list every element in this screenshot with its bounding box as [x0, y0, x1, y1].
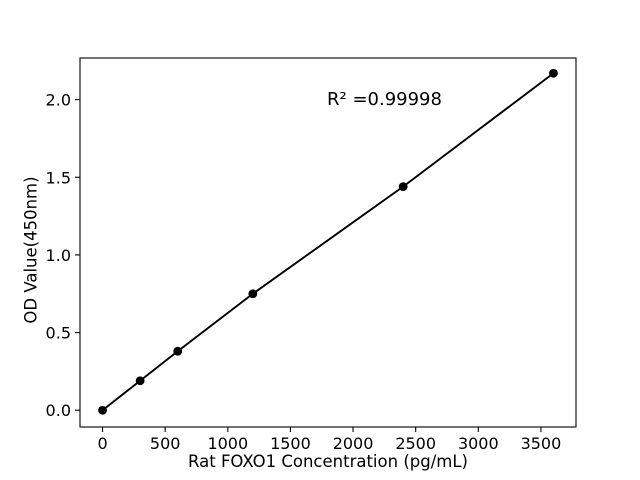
y-axis-title: OD Value(450nm) — [21, 176, 41, 324]
y-tick-label: 1.0 — [46, 246, 71, 265]
data-point — [248, 289, 258, 299]
x-tick-label: 500 — [150, 434, 181, 453]
series-line — [101, 72, 555, 412]
r-squared-annotation: R² =0.99998 — [327, 89, 442, 110]
axes-frame — [79, 57, 577, 428]
data-point — [135, 376, 145, 386]
y-tick-label: 0.0 — [46, 401, 71, 420]
x-tick-label: 3000 — [458, 434, 499, 453]
x-tick-label: 1000 — [207, 434, 248, 453]
y-tick-label: 2.0 — [46, 91, 71, 110]
x-tick-label: 0 — [97, 434, 107, 453]
x-tick-label: 2000 — [333, 434, 374, 453]
data-point — [173, 346, 183, 356]
y-tick-label: 0.5 — [46, 324, 71, 343]
y-tick-label: 1.5 — [46, 168, 71, 187]
data-point — [98, 405, 107, 415]
data-point — [398, 182, 408, 191]
data-point — [549, 68, 558, 78]
x-tick-label: 1500 — [270, 434, 311, 453]
x-tick-label: 2500 — [395, 434, 436, 453]
x-tick-label: 3500 — [521, 434, 562, 453]
x-axis-title: Rat FOXO1 Concentration (pg/mL) — [188, 452, 468, 471]
